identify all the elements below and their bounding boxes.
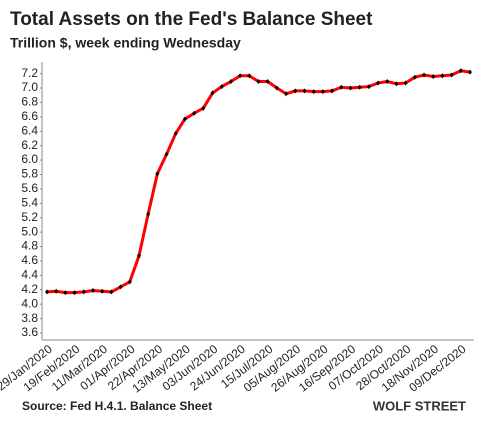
- point: [238, 73, 243, 79]
- y-tick-label: 6.4: [21, 123, 38, 137]
- point: [63, 290, 68, 296]
- point: [192, 110, 197, 116]
- point: [127, 279, 132, 285]
- point: [146, 211, 151, 217]
- y-tick-label: 7.2: [21, 66, 38, 80]
- y-tick-label: 5.6: [21, 181, 38, 195]
- point: [90, 287, 95, 293]
- y-tick-label: 5.2: [21, 210, 38, 224]
- point: [256, 79, 261, 85]
- y-tick-label: 6.2: [21, 138, 38, 152]
- y-tick-label: 7.0: [21, 80, 38, 94]
- y-tick-label: 4.4: [21, 268, 38, 282]
- point: [422, 72, 427, 78]
- point: [431, 73, 436, 79]
- point: [385, 79, 390, 85]
- y-tick-label: 6.0: [21, 152, 38, 166]
- point: [293, 88, 298, 94]
- point: [320, 89, 325, 95]
- y-tick-label: 4.2: [21, 282, 38, 296]
- point: [72, 290, 77, 296]
- y-tick-label: 3.6: [21, 325, 38, 339]
- brand: WOLF STREET: [373, 398, 466, 413]
- point: [118, 284, 123, 290]
- point: [182, 116, 187, 122]
- point: [412, 74, 417, 80]
- chart-title: Total Assets on the Fed's Balance Sheet: [10, 9, 373, 30]
- point: [394, 81, 399, 87]
- point: [164, 151, 169, 157]
- point: [339, 84, 344, 90]
- point: [201, 105, 206, 111]
- point: [265, 79, 270, 85]
- point: [45, 289, 49, 295]
- point: [376, 80, 381, 86]
- point: [210, 90, 215, 96]
- point: [468, 69, 472, 75]
- point: [219, 84, 224, 90]
- y-tick-label: 4.0: [21, 296, 38, 310]
- y-tick-label: 4.6: [21, 253, 38, 267]
- point: [403, 80, 408, 86]
- point: [348, 85, 353, 91]
- point: [81, 289, 86, 295]
- point: [274, 85, 279, 91]
- point: [440, 73, 445, 79]
- point: [302, 88, 307, 94]
- source: Source: Fed H.4.1. Balance Sheet: [22, 399, 212, 413]
- point: [458, 68, 463, 74]
- y-tick-label: 6.8: [21, 95, 38, 109]
- y-tick-label: 6.6: [21, 109, 38, 123]
- point: [54, 288, 59, 294]
- point: [109, 289, 114, 295]
- point: [155, 171, 160, 177]
- y-tick-label: 4.8: [21, 239, 38, 253]
- chart-subtitle: Trillion $, week ending Wednesday: [10, 35, 241, 51]
- y-tick-label: 3.8: [21, 311, 38, 325]
- point: [284, 91, 289, 97]
- y-tick-label: 5.8: [21, 167, 38, 181]
- series-line: [46, 69, 471, 295]
- point: [311, 89, 316, 95]
- y-tick-label: 5.4: [21, 195, 38, 209]
- point: [357, 84, 362, 90]
- point: [449, 72, 454, 78]
- point: [173, 130, 178, 136]
- point: [247, 73, 252, 79]
- point: [136, 253, 141, 259]
- point: [330, 88, 335, 94]
- point: [100, 288, 105, 294]
- point: [366, 84, 371, 90]
- y-tick-label: 5.0: [21, 224, 38, 238]
- point: [228, 79, 233, 85]
